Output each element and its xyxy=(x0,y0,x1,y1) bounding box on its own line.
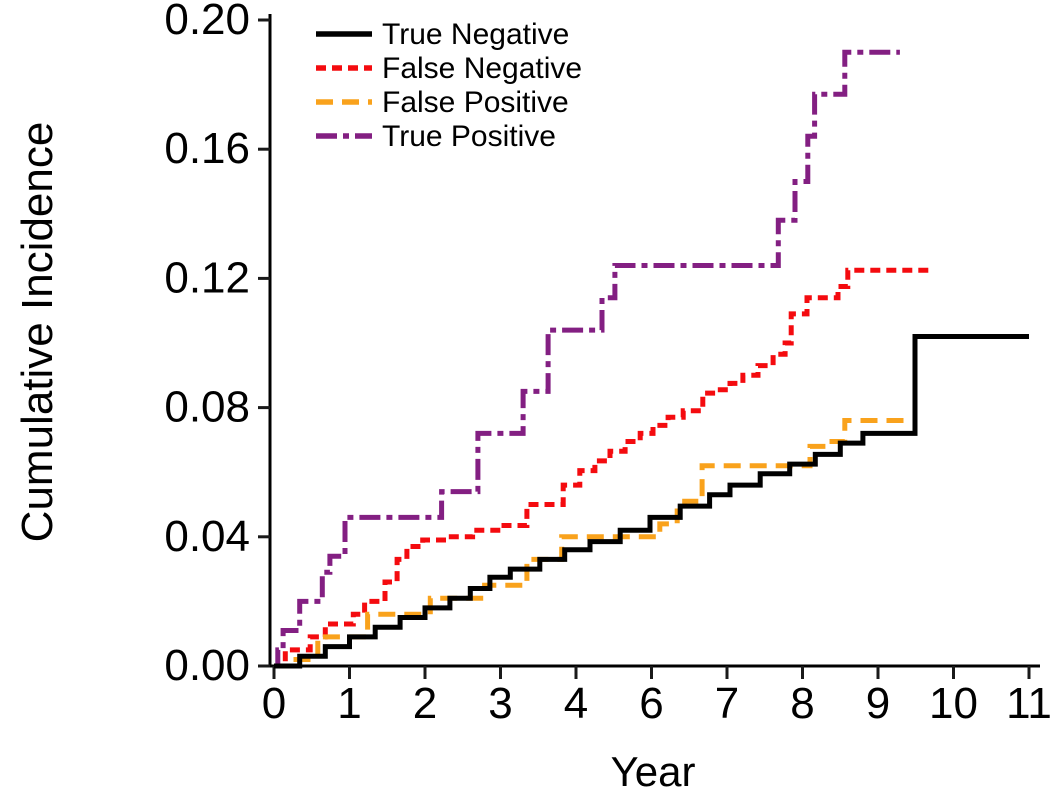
x-tick-label-8: 8 xyxy=(790,679,814,728)
y-tick-label-0.16: 0.16 xyxy=(164,124,250,173)
legend-label-true-positive: True Positive xyxy=(382,120,556,153)
x-tick-label-7: 7 xyxy=(715,679,739,728)
x-tick-label-0: 0 xyxy=(262,679,286,728)
series-true-positive-line xyxy=(274,49,900,669)
x-tick-label-3: 3 xyxy=(488,679,512,728)
y-axis-title: Cumulative Incidence xyxy=(13,122,62,543)
x-tick-label-6: 6 xyxy=(639,679,663,728)
x-tick-label-10: 10 xyxy=(929,679,978,728)
legend-label-false-positive: False Positive xyxy=(382,86,569,119)
y-tick-label-0.08: 0.08 xyxy=(164,383,250,432)
legend-label-false-negative: False Negative xyxy=(382,52,582,85)
x-tick-label-4: 4 xyxy=(564,679,588,728)
series-true-negative-line xyxy=(274,334,1029,669)
x-tick-label-11: 11 xyxy=(1006,679,1050,728)
y-tick-label-0.00: 0.00 xyxy=(164,641,250,690)
legend-label-true-negative: True Negative xyxy=(382,18,569,51)
y-axis-ticks: 0.00 0.04 0.08 0.12 0.16 0.20 xyxy=(164,0,270,690)
y-tick-label-0.12: 0.12 xyxy=(164,253,250,302)
series-false-negative-line xyxy=(274,267,934,669)
y-tick-label-0.04: 0.04 xyxy=(164,512,250,561)
legend-line-samples xyxy=(316,31,372,139)
legend: True Negative False Negative False Posit… xyxy=(316,18,582,153)
x-axis-title: Year xyxy=(611,748,696,793)
x-tick-label-9: 9 xyxy=(866,679,890,728)
x-tick-label-2: 2 xyxy=(413,679,437,728)
x-tick-label-1: 1 xyxy=(337,679,361,728)
data-series xyxy=(274,49,1029,669)
y-tick-label-0.20: 0.20 xyxy=(164,0,250,44)
x-axis-ticks: 0 1 2 3 4 6 7 8 9 10 11 xyxy=(262,666,1050,728)
